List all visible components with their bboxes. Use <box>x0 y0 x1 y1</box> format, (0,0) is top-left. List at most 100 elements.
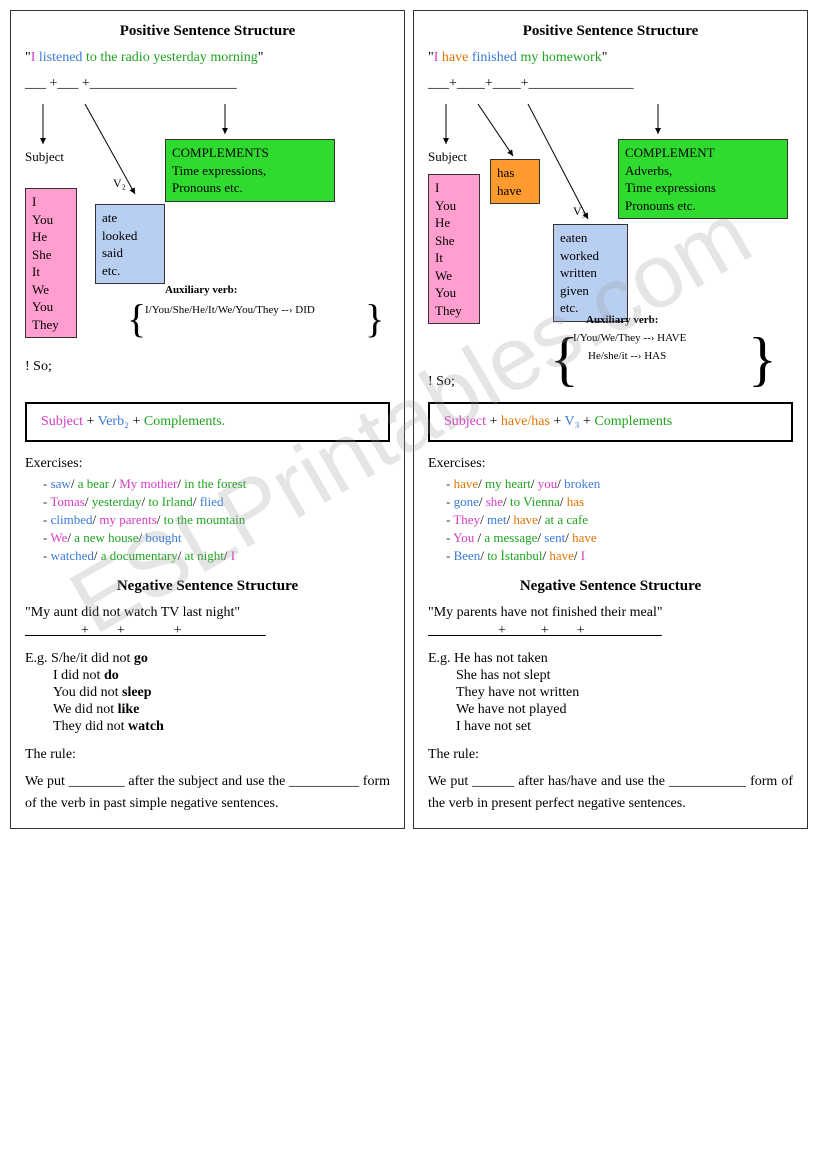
brace-left: { <box>550 344 579 374</box>
left-neg-ex: "My aunt did not watch TV last night" <box>25 605 390 621</box>
exercise-line: - saw/ a bear / My mother/ in the forest <box>43 476 390 492</box>
q-close: " <box>258 50 264 65</box>
f-subj: Subject <box>41 414 83 429</box>
f-comp: Complements. <box>144 414 225 429</box>
right-blanks: ___+____+____+_______________ <box>428 76 793 92</box>
so-line: ! So; <box>25 359 52 375</box>
pronouns-box: I You He She It We You They <box>428 174 480 324</box>
left-example: "I listened to the radio yesterday morni… <box>25 50 390 66</box>
left-rule-label: The rule: <box>25 747 390 763</box>
right-title: Positive Sentence Structure <box>428 23 793 40</box>
brace-left: { <box>127 309 146 329</box>
left-column: Positive Sentence Structure "I listened … <box>10 10 405 829</box>
eg-line: We did not like <box>53 702 390 718</box>
right-neg-ex: "My parents have not finished their meal… <box>428 605 793 621</box>
f-aux: have/has <box>501 414 550 429</box>
blue-list: eaten worked written given etc. <box>560 230 599 315</box>
brace-right: } <box>365 309 384 329</box>
right-diagram: Subject V₃ has have COMPLEMENT Adverbs, … <box>428 104 793 394</box>
exercise-line: - climbed/ my parents/ to the mountain <box>43 512 390 528</box>
green-title: COMPLEMENTS <box>172 145 269 160</box>
exercise-line: - Tomas/ yesterday/ to Irland/ flied <box>43 494 390 510</box>
ex-comp: my homework <box>520 50 601 65</box>
orange-list: has have <box>497 165 522 198</box>
green-body: Time expressions, Pronouns etc. <box>172 163 266 196</box>
pink-list: I You He She It We You They <box>435 180 462 318</box>
subject-label: Subject <box>428 149 467 165</box>
verbs-box: eaten worked written given etc. <box>553 224 628 322</box>
right-rule-label: The rule: <box>428 747 793 763</box>
left-rule: We put ________ after the subject and us… <box>25 771 390 816</box>
right-neg-blanks: __________+_____+____+___________ <box>428 623 793 639</box>
left-exercises: - saw/ a bear / My mother/ in the forest… <box>25 476 390 564</box>
f-p2: + <box>129 414 144 429</box>
f-comp: Complements <box>594 414 672 429</box>
complements-box: COMPLEMENT Adverbs, Time expressions Pro… <box>618 139 788 219</box>
pink-list: I You He She It We You They <box>32 194 59 332</box>
pronouns-box: I You He She It We You They <box>25 188 77 338</box>
green-body: Adverbs, Time expressions Pronouns etc. <box>625 163 716 213</box>
right-ex-label: Exercises: <box>428 456 793 472</box>
f-p1: + <box>83 414 98 429</box>
exercise-line: - watched/ a documentary/ at night/ I <box>43 548 390 564</box>
exercise-line: - You / a message/ sent/ have <box>446 530 793 546</box>
ex-verb: finished <box>472 50 521 65</box>
ex-subj: I <box>434 50 442 65</box>
exercise-line: - have/ my heart/ you/ broken <box>446 476 793 492</box>
left-eg: E.g. S/he/it did not goI did not doYou d… <box>25 651 390 735</box>
left-neg-title: Negative Sentence Structure <box>25 578 390 595</box>
aux-text: I/You/She/He/It/We/You/They --› DID <box>145 304 315 316</box>
eg-line: E.g. S/he/it did not go <box>25 651 390 667</box>
right-formula: Subject + have/has + V₃ + Complements <box>428 402 793 442</box>
ex-comp: to the radio yesterday morning <box>86 50 258 65</box>
brace-right: } <box>748 344 777 374</box>
ex-aux: have <box>442 50 472 65</box>
f-subj: Subject <box>444 414 486 429</box>
right-example: "I have finished my homework" <box>428 50 793 66</box>
ex-verb: listened <box>35 50 86 65</box>
blue-list: ate looked said etc. <box>102 210 137 278</box>
exercise-line: - Been/ to İstanbul/ have/ I <box>446 548 793 564</box>
subject-label: Subject <box>25 149 64 165</box>
f-p3: + <box>580 414 595 429</box>
aux-label: Auxiliary verb: <box>586 314 658 326</box>
f-verb: Verb₂ <box>98 414 129 429</box>
left-ex-label: Exercises: <box>25 456 390 472</box>
left-formula: Subject + Verb₂ + Complements. <box>25 402 390 442</box>
left-diagram: Subject V₂ COMPLEMENTS Time expressions,… <box>25 104 390 394</box>
eg-line: I did not do <box>53 668 390 684</box>
eg-line: They did not watch <box>53 719 390 735</box>
eg-line: They have not written <box>456 685 793 701</box>
aux1: I/You/We/They --› HAVE <box>573 332 686 344</box>
right-eg: E.g. He has not takenShe has not sleptTh… <box>428 651 793 735</box>
exercise-line: - We/ a new house/ bought <box>43 530 390 546</box>
worksheet-page: ESLPrintables.com Positive Sentence Stru… <box>0 0 821 839</box>
exercise-line: - They/ met/ have/ at a cafe <box>446 512 793 528</box>
verbs-box: ate looked said etc. <box>95 204 165 284</box>
f-p2: + <box>550 414 565 429</box>
complements-box: COMPLEMENTS Time expressions, Pronouns e… <box>165 139 335 202</box>
left-title: Positive Sentence Structure <box>25 23 390 40</box>
right-exercises: - have/ my heart/ you/ broken - gone/ she… <box>428 476 793 564</box>
eg-line: We have not played <box>456 702 793 718</box>
eg-line: She has not slept <box>456 668 793 684</box>
aux2: He/she/it --› HAS <box>588 350 666 362</box>
f-verb: V₃ <box>565 414 580 429</box>
eg-line: You did not sleep <box>53 685 390 701</box>
v3-label: V₃ <box>573 204 586 219</box>
exercise-line: - gone/ she/ to Vienna/ has <box>446 494 793 510</box>
left-neg-blanks: ________+____+_______+____________ <box>25 623 390 639</box>
right-column: Positive Sentence Structure " I have fini… <box>413 10 808 829</box>
left-blanks: ___ +___ +_____________________ <box>25 76 390 92</box>
right-rule: We put ______ after has/have and use the… <box>428 771 793 816</box>
green-title: COMPLEMENT <box>625 145 715 160</box>
so-line: ! So; <box>428 374 455 390</box>
aux-box: has have <box>490 159 540 204</box>
v2-label: V₂ <box>113 176 126 191</box>
eg-line: E.g. He has not taken <box>428 651 793 667</box>
right-neg-title: Negative Sentence Structure <box>428 578 793 595</box>
eg-line: I have not set <box>456 719 793 735</box>
q-close: " <box>602 50 608 65</box>
aux-label: Auxiliary verb: <box>165 284 237 296</box>
f-p1: + <box>486 414 501 429</box>
